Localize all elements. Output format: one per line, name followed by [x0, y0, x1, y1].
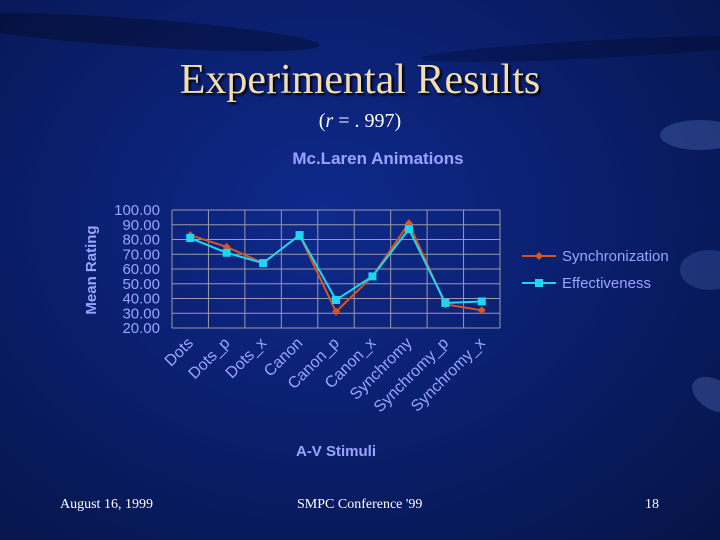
y-tick-label: 70.00 [122, 246, 160, 263]
data-point-square [441, 298, 450, 307]
data-point-square [368, 272, 377, 281]
y-tick-label: 80.00 [122, 232, 160, 249]
data-point-square [477, 297, 486, 306]
y-tick-label: 100.00 [114, 202, 160, 219]
subtitle-open: ( [318, 110, 326, 132]
data-point-square [259, 259, 268, 268]
x-tick-label: Dots_p [186, 335, 234, 383]
data-point-square [404, 225, 413, 234]
legend-label: Synchronization [562, 248, 669, 265]
x-axis-label: A-V Stimuli [296, 443, 376, 460]
x-tick-label: Dots_x [223, 335, 270, 382]
data-point-square [222, 248, 231, 257]
y-axis-label: Mean Rating [83, 225, 100, 314]
legend-marker-square [535, 279, 543, 287]
background-streak [660, 120, 720, 150]
legend-marker-diamond [535, 252, 543, 260]
data-point-square [295, 231, 304, 240]
slide-title: Experimental Results [179, 57, 541, 103]
footer-date: August 16, 1999 [60, 497, 153, 512]
data-point-square [186, 234, 195, 243]
subtitle-r: r [325, 110, 334, 132]
series-line [189, 227, 482, 304]
y-tick-label: 90.00 [122, 217, 160, 234]
y-tick-label: 40.00 [122, 291, 160, 308]
slide-subtitle: (r = . 997) [0, 110, 720, 133]
data-point-diamond [477, 306, 486, 315]
footer-page-number: 18 [645, 497, 659, 512]
footer-conference: SMPC Conference '99 [297, 497, 423, 512]
legend-label: Effectiveness [562, 275, 651, 292]
background-streak [680, 250, 720, 290]
y-tick-label: 20.00 [122, 320, 160, 337]
data-point-square [332, 295, 340, 304]
subtitle-rest: = . 997) [333, 110, 402, 132]
y-tick-label: 30.00 [122, 305, 160, 322]
chart-title: Mc.Laren Animations [292, 149, 463, 168]
y-tick-label: 50.00 [122, 276, 160, 293]
data-point-diamond [332, 307, 340, 316]
y-tick-label: 60.00 [122, 261, 160, 278]
